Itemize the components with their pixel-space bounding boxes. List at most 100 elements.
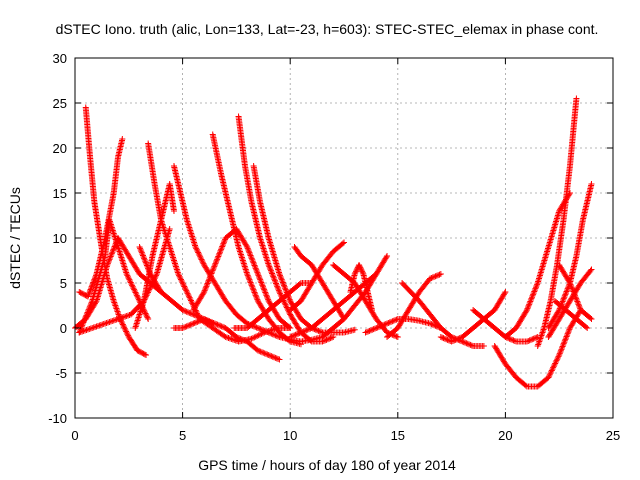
data-point xyxy=(82,313,89,320)
data-point xyxy=(573,297,580,304)
data-point xyxy=(206,274,213,281)
data-point xyxy=(545,374,552,381)
data-point xyxy=(352,269,359,276)
data-point xyxy=(258,326,265,333)
data-point xyxy=(260,285,267,292)
data-point xyxy=(193,312,200,319)
data-point xyxy=(184,322,191,329)
data-point xyxy=(431,322,438,329)
data-point xyxy=(271,276,278,283)
data-point xyxy=(220,240,227,247)
data-point xyxy=(289,332,296,339)
data-point xyxy=(531,288,538,295)
data-point xyxy=(437,334,444,340)
data-point xyxy=(254,269,261,276)
data-point xyxy=(189,310,196,317)
data-point xyxy=(107,253,114,260)
data-point xyxy=(105,259,112,266)
data-point xyxy=(377,323,384,330)
data-point xyxy=(253,268,260,275)
series-arc-10 xyxy=(209,131,304,348)
data-point xyxy=(197,255,204,262)
data-point xyxy=(256,275,263,282)
data-point xyxy=(198,317,205,324)
data-point xyxy=(250,261,257,268)
data-point xyxy=(245,275,252,282)
data-point xyxy=(176,273,183,280)
data-point xyxy=(211,262,218,268)
data-point xyxy=(559,298,566,305)
data-point xyxy=(191,319,198,326)
data-point xyxy=(180,324,187,331)
data-point xyxy=(185,291,192,298)
data-point xyxy=(177,275,184,282)
data-point xyxy=(268,269,275,276)
data-point xyxy=(141,256,148,263)
data-point xyxy=(433,272,440,279)
data-point xyxy=(439,334,446,341)
data-point xyxy=(281,283,288,290)
data-point xyxy=(187,321,194,328)
data-point xyxy=(84,293,91,300)
data-point xyxy=(89,280,96,287)
data-point xyxy=(432,322,439,329)
data-point xyxy=(524,305,531,312)
data-point xyxy=(252,265,259,272)
data-point xyxy=(428,321,435,328)
data-point xyxy=(175,271,182,277)
data-point xyxy=(374,324,381,331)
data-point xyxy=(584,325,591,331)
data-point xyxy=(253,293,260,300)
data-point xyxy=(219,242,226,249)
series-arc-4 xyxy=(76,217,152,336)
data-point xyxy=(552,360,559,367)
data-point xyxy=(214,256,221,263)
data-point xyxy=(566,278,573,285)
series-arc-20 xyxy=(319,253,391,340)
data-point xyxy=(358,267,365,274)
data-point xyxy=(565,327,572,334)
data-point xyxy=(277,290,284,297)
data-point xyxy=(511,337,518,344)
data-point xyxy=(179,280,186,287)
data-point xyxy=(183,308,190,315)
data-point xyxy=(587,315,594,321)
data-point xyxy=(273,281,280,288)
y-tick-label: 0 xyxy=(60,321,67,336)
data-point xyxy=(256,348,263,355)
y-tick-label: -5 xyxy=(55,366,67,381)
data-point xyxy=(318,328,325,335)
data-point xyxy=(143,261,150,268)
series-arc-31 xyxy=(556,262,595,322)
data-point xyxy=(202,286,209,293)
data-point xyxy=(245,273,252,280)
data-point xyxy=(211,320,218,327)
data-point xyxy=(297,341,304,348)
data-point xyxy=(295,330,302,337)
data-point xyxy=(248,280,255,287)
data-point xyxy=(246,276,253,283)
data-point xyxy=(257,326,264,333)
data-point xyxy=(119,321,126,328)
data-point xyxy=(124,272,131,279)
data-point xyxy=(283,303,290,310)
data-point xyxy=(304,326,311,333)
data-point xyxy=(142,259,149,266)
data-point xyxy=(427,320,434,327)
data-point xyxy=(526,299,533,306)
data-point xyxy=(287,325,294,331)
data-point xyxy=(561,337,568,344)
data-point xyxy=(179,307,186,313)
data-point xyxy=(443,336,450,343)
data-point xyxy=(533,334,540,341)
data-point xyxy=(429,321,436,328)
data-point xyxy=(86,305,93,312)
series-arc-23 xyxy=(384,271,444,340)
data-point xyxy=(234,334,241,341)
data-point xyxy=(274,284,281,291)
data-point xyxy=(280,282,287,289)
data-point xyxy=(256,273,263,280)
data-point xyxy=(233,334,240,340)
data-point xyxy=(529,292,536,299)
data-point xyxy=(339,240,346,247)
